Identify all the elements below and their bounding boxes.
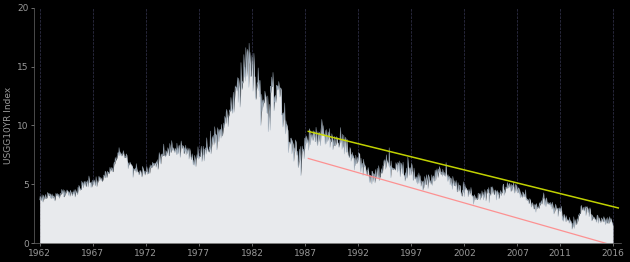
Y-axis label: USGG10YR Index: USGG10YR Index [4,87,13,164]
